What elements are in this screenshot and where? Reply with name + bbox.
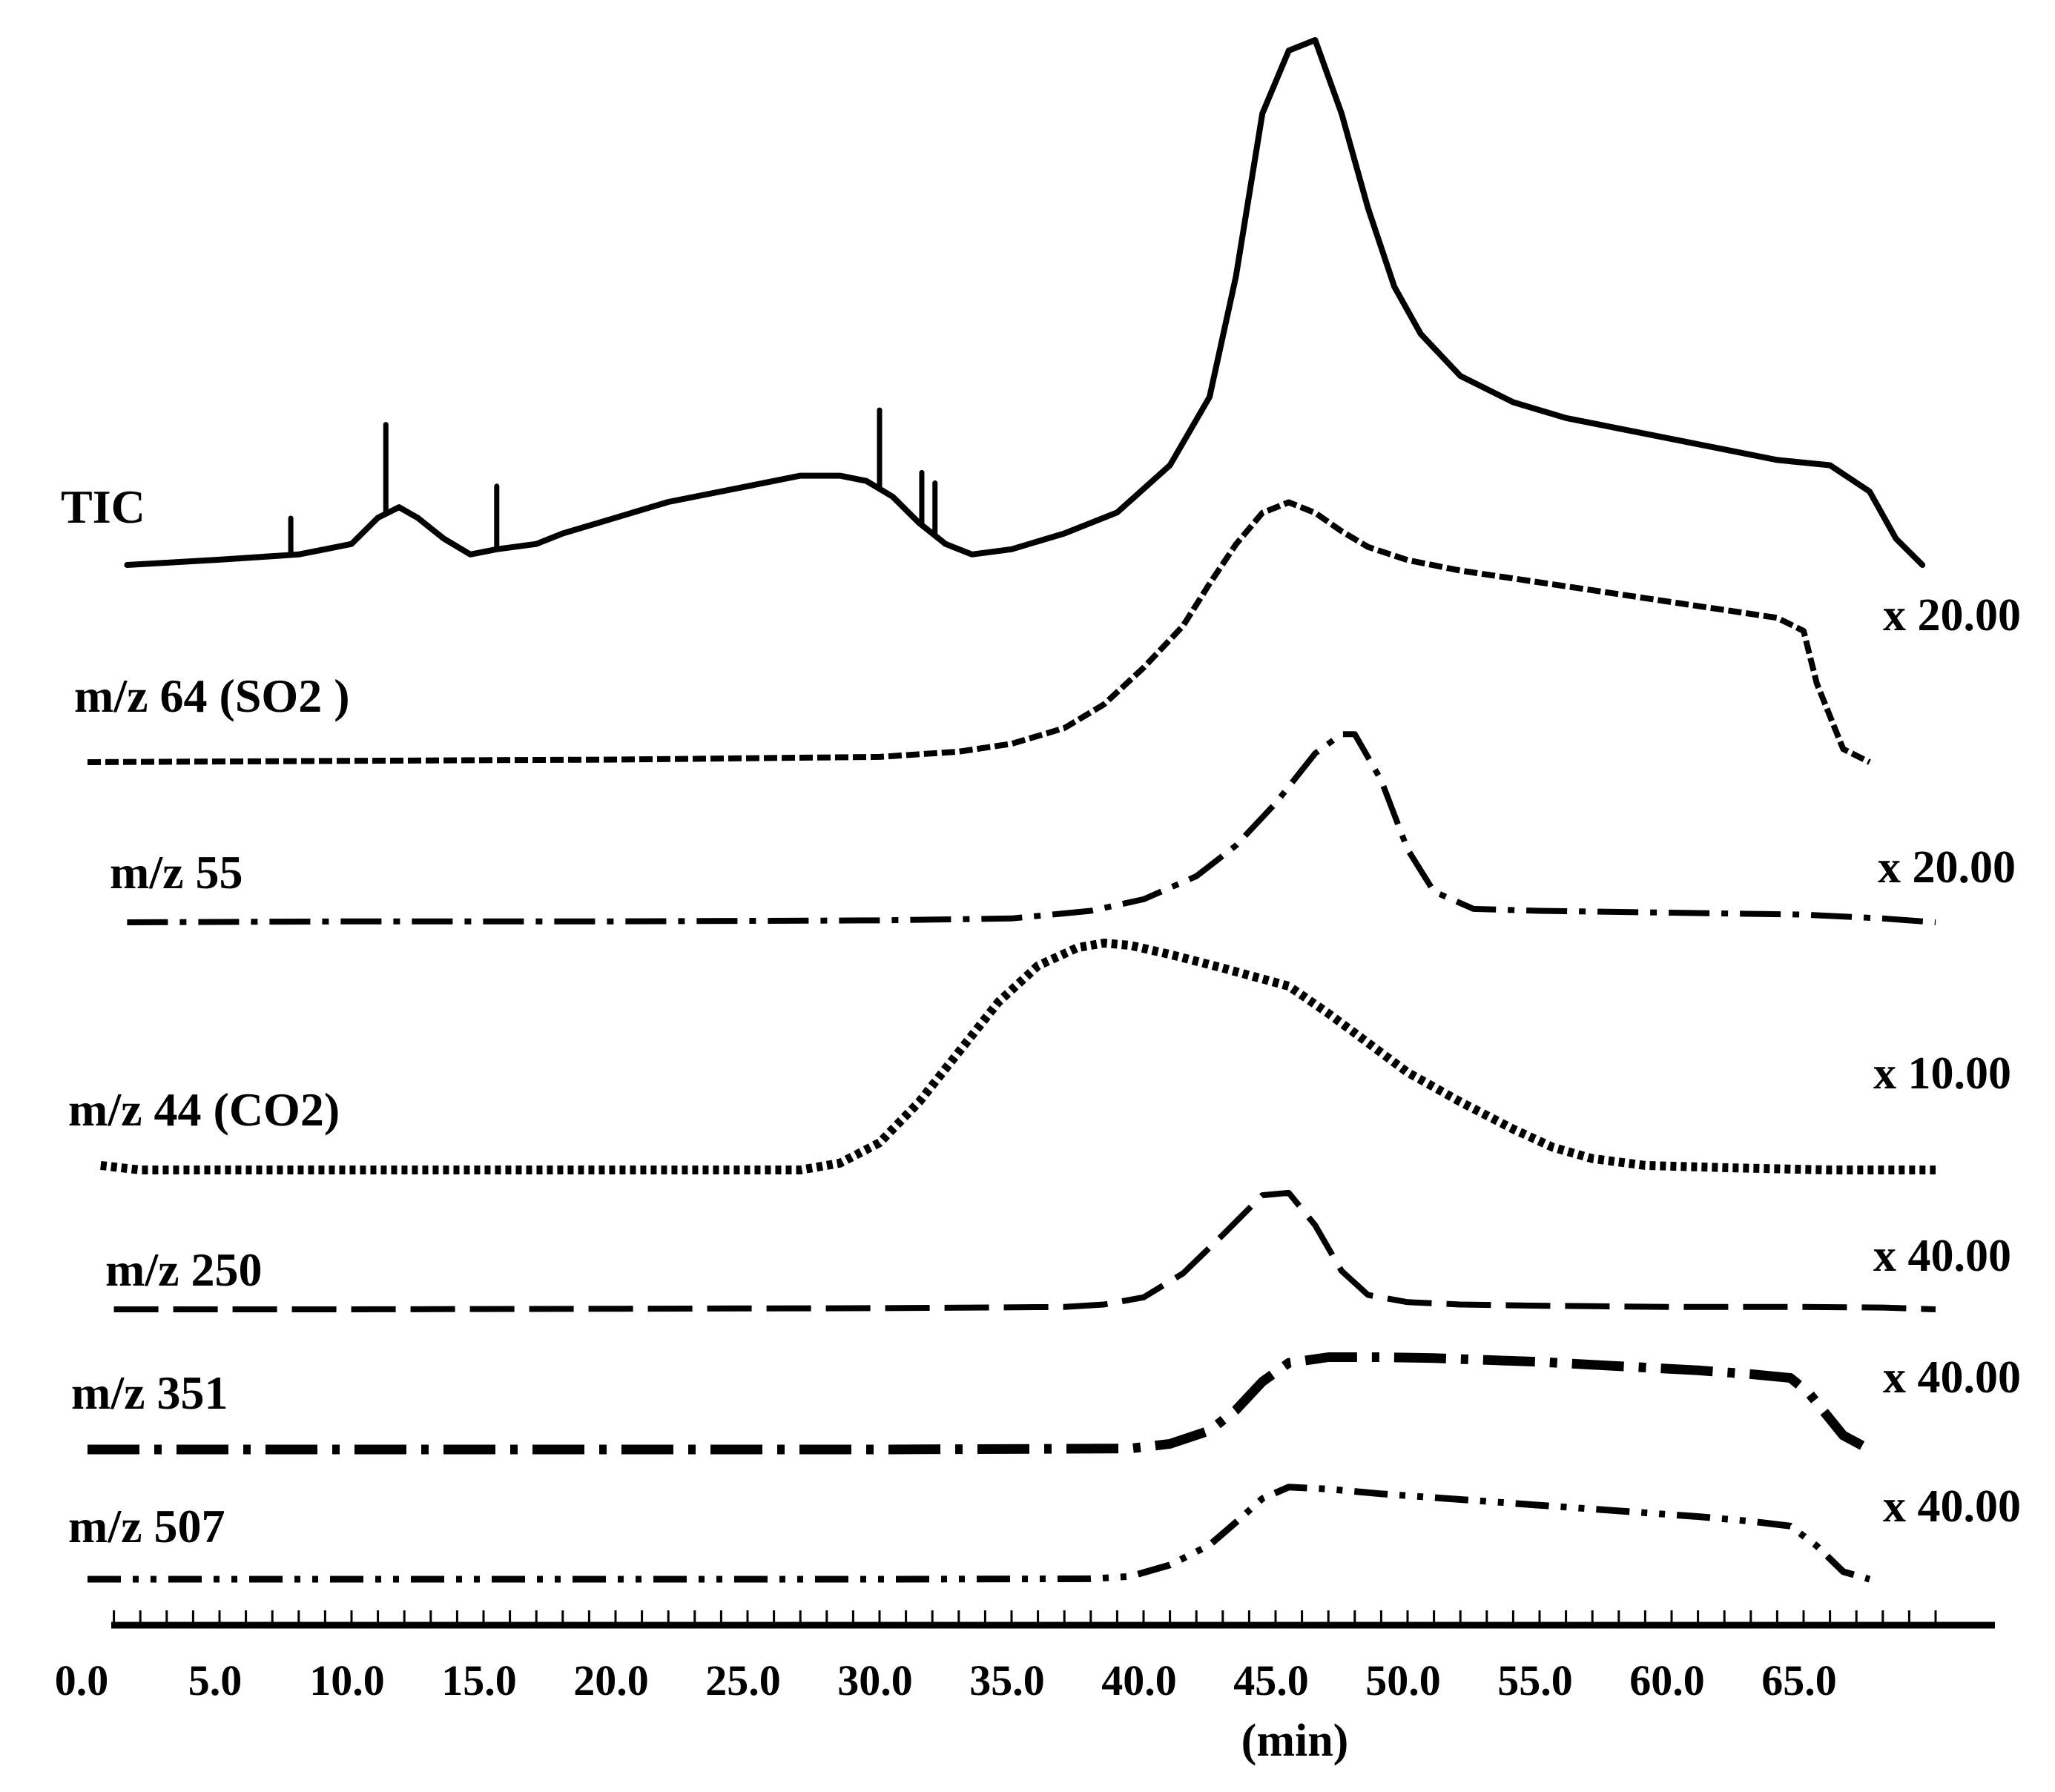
x-axis-tick-label: 55.0	[1497, 1656, 1573, 1705]
m-z-44-co2-scale-factor: x 10.00	[1873, 1048, 2011, 1099]
x-axis-tick-label: 15.0	[441, 1656, 517, 1705]
m-z-64-so2-scale-factor: x 20.00	[1883, 590, 2021, 641]
m-z-64-so2-label: m/z 64 (SO2 )	[74, 669, 350, 722]
m-z-507-trace	[88, 1484, 1871, 1583]
x-axis-tick-label: 25.0	[705, 1656, 781, 1705]
x-axis-tick-label: 10.0	[309, 1656, 385, 1705]
x-axis-tick-label: 0.0	[55, 1656, 109, 1705]
x-axis-tick-label: 50.0	[1365, 1656, 1441, 1705]
x-axis-tick-label: 30.0	[837, 1656, 913, 1705]
x-axis-tick-label: 65.0	[1761, 1656, 1837, 1705]
m-z-44-co2-label: m/z 44 (CO2)	[68, 1083, 340, 1136]
x-axis-tick-label: 35.0	[969, 1656, 1045, 1705]
x-axis-tick-label: 45.0	[1233, 1656, 1309, 1705]
tic-trace	[124, 37, 1926, 568]
m-z-250-scale-factor: x 40.00	[1873, 1231, 2011, 1281]
m-z-55-trace	[127, 731, 1936, 925]
trace-labels-group: TIC m/z 64 (SO2 ) m/z 55 m/z 44 (CO2) m/z 25…	[61, 480, 350, 1553]
m-z-250-label: m/z 250	[105, 1243, 263, 1296]
m-z-351-trace	[88, 1352, 1873, 1455]
traces-group	[87, 37, 1936, 1583]
x-axis: 0.0 5.0 10.0 15.0 20.0 25.0 30.0 35.0 40.0 45.0 50…	[55, 1610, 1995, 1766]
m-z-507-label: m/z 507	[68, 1500, 225, 1553]
x-axis-tick-label: 40.0	[1101, 1656, 1177, 1705]
m-z-55-scale-factor: x 20.00	[1878, 842, 2016, 893]
m-z-55-label: m/z 55	[110, 846, 243, 899]
x-axis-tick-label: 5.0	[188, 1656, 243, 1705]
x-axis-minor-ticks	[113, 1610, 1937, 1622]
x-axis-tick-labels: 0.0 5.0 10.0 15.0 20.0 25.0 30.0 35.0 40.0 45.0 50…	[55, 1656, 1837, 1705]
m-z-507-scale-factor: x 40.00	[1883, 1481, 2021, 1532]
x-axis-title: (min)	[1241, 1716, 1349, 1766]
x-axis-tick-label: 20.0	[573, 1656, 649, 1705]
m-z-250-trace	[113, 1189, 1936, 1312]
m-z-351-scale-factor: x 40.00	[1883, 1352, 2021, 1403]
m-z-44-co2-trace	[100, 939, 1936, 1174]
x-axis-tick-label: 60.0	[1629, 1656, 1705, 1705]
m-z-351-label: m/z 351	[71, 1366, 228, 1419]
tic-label: TIC	[61, 480, 145, 533]
scale-factors-group: x 20.00 x 20.00 x 10.00 x 40.00 x 40.00 x 40.…	[1873, 590, 2021, 1532]
